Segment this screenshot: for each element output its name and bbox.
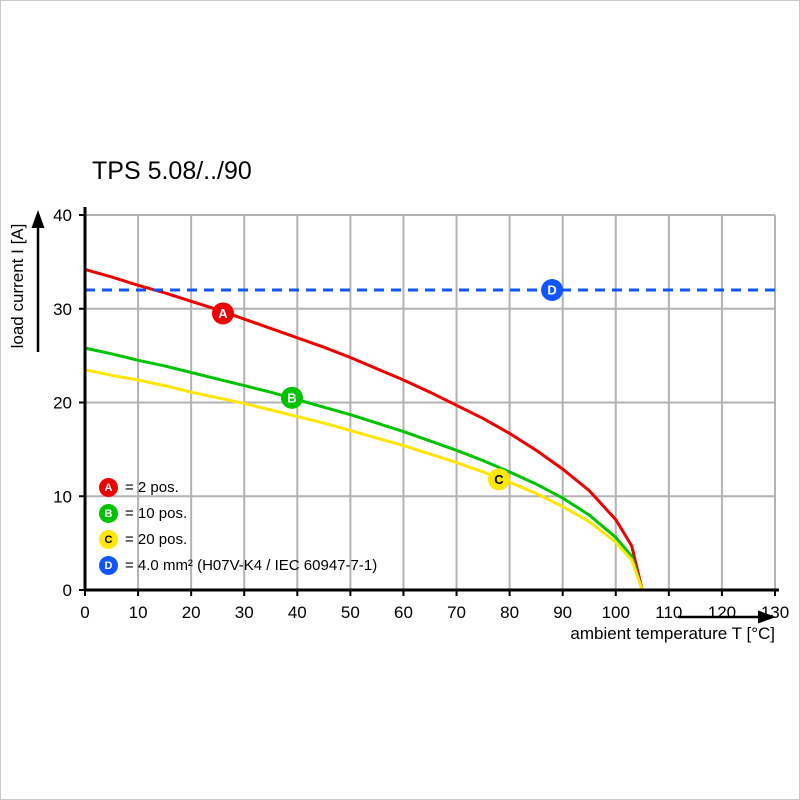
marker-A xyxy=(212,302,234,325)
marker-C xyxy=(488,468,510,491)
legend-label-a: = 2 pos. xyxy=(125,479,179,496)
legend-item-a: A = 2 pos. xyxy=(99,478,377,497)
x-tick-label: 120 xyxy=(708,603,736,622)
x-tick-label: 0 xyxy=(80,603,89,622)
series-d-marker-icon: D xyxy=(99,556,118,575)
marker-D xyxy=(541,279,564,301)
y-axis-arrow-icon xyxy=(31,210,45,228)
marker-C-letter: C xyxy=(494,472,504,487)
chart-title: TPS 5.08/../90 xyxy=(92,157,252,185)
x-tick-label: 40 xyxy=(288,603,307,622)
x-tick-label: 110 xyxy=(655,603,682,622)
x-tick-label: 100 xyxy=(602,603,630,622)
marker-A-letter: A xyxy=(218,306,228,321)
x-tick-label: 60 xyxy=(394,603,413,622)
x-tick-label: 80 xyxy=(500,603,519,622)
legend-item-c: C = 20 pos. xyxy=(99,530,377,549)
y-tick-label: 20 xyxy=(53,394,72,413)
y-tick-label: 40 xyxy=(53,206,72,225)
y-tick-label: 30 xyxy=(53,300,72,319)
legend-label-b: = 10 pos. xyxy=(125,505,188,522)
legend-item-d: D = 4.0 mm² (H07V-K4 / IEC 60947-7-1) xyxy=(99,556,377,575)
x-tick-label: 90 xyxy=(553,603,572,622)
series-c-marker-icon: C xyxy=(99,530,118,549)
legend-label-d: = 4.0 mm² (H07V-K4 / IEC 60947-7-1) xyxy=(125,557,378,574)
series-A-curve xyxy=(84,267,644,591)
x-tick-label: 50 xyxy=(341,603,360,622)
x-tick-label: 20 xyxy=(182,603,201,622)
y-tick-label: 0 xyxy=(63,581,72,600)
legend: A = 2 pos. B = 10 pos. C = 20 pos. D = 4… xyxy=(99,478,377,582)
y-tick-label: 10 xyxy=(53,487,72,506)
marker-D-letter: D xyxy=(547,283,556,298)
x-tick-label: 30 xyxy=(235,603,254,622)
series-b-marker-icon: B xyxy=(99,504,118,523)
legend-label-c: = 20 pos. xyxy=(125,531,188,548)
series-a-marker-icon: A xyxy=(99,478,118,497)
x-axis-label: ambient temperature T [°C] xyxy=(570,624,775,643)
marker-B-letter: B xyxy=(287,390,296,405)
series-B-curve xyxy=(84,346,644,591)
x-axis-arrow-icon xyxy=(758,610,776,624)
series-C-curve xyxy=(84,368,644,591)
x-tick-label: 70 xyxy=(447,603,466,622)
marker-B xyxy=(281,386,303,409)
x-tick-label: 10 xyxy=(129,603,148,622)
legend-item-b: B = 10 pos. xyxy=(99,504,377,523)
